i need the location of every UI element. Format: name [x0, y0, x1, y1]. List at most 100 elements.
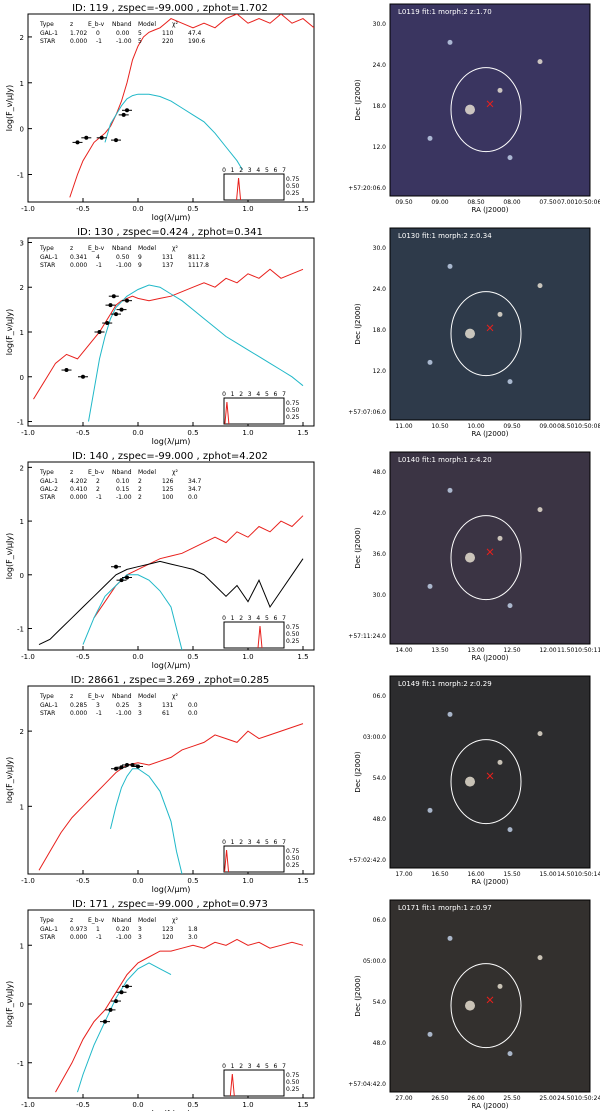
- pz-y-tick-label: 0.75: [286, 400, 300, 407]
- fit-table-header: E_b-v: [88, 245, 105, 252]
- stamp-image: [389, 451, 591, 645]
- fit-table-cell: 0.15: [116, 486, 130, 493]
- pz-x-tick-label: 7: [282, 839, 286, 846]
- fit-table-cell: 9: [138, 254, 142, 261]
- pz-x-tick-label: 1: [231, 1063, 235, 1070]
- stamp-x-tick: 08.50: [467, 199, 484, 206]
- fit-table-header: Type: [39, 245, 54, 252]
- photometry-point: [125, 298, 129, 303]
- fit-table-cell: STAR: [40, 934, 55, 941]
- stamp-y-tick: 48.0: [373, 469, 387, 476]
- y-axis-label: log(F_ν/μJy): [5, 981, 14, 1027]
- fit-table-cell: GAL-1: [40, 926, 58, 933]
- photometry-point: [75, 140, 80, 145]
- series-line-2: [88, 284, 304, 422]
- fit-table-header: z: [70, 917, 73, 924]
- pz-x-tick-label: 2: [239, 615, 243, 622]
- stamp-image: [389, 899, 591, 1093]
- pz-x-tick-label: 4: [256, 167, 260, 174]
- fit-table-cell: 34.7: [188, 486, 202, 493]
- series-line-2: [104, 93, 243, 171]
- pz-x-tick-label: 0: [222, 1063, 226, 1070]
- stamp-image: [389, 227, 591, 421]
- source-blob: [507, 603, 513, 609]
- pz-y-tick-label: 0.75: [286, 624, 300, 631]
- fit-table-cell: 100: [162, 494, 174, 501]
- fit-table-header: χ²: [172, 469, 178, 476]
- x-tick-label: 1.5: [297, 1101, 308, 1109]
- photometry-point: [114, 766, 118, 771]
- stamp-x-tick: 09.50: [503, 423, 520, 430]
- photometry-point: [64, 368, 69, 373]
- pz-x-tick-label: 4: [256, 839, 260, 846]
- fit-table-header: χ²: [172, 245, 178, 252]
- contour: [450, 963, 522, 1049]
- source-blob: [507, 155, 513, 161]
- fit-table-cell: 0.285: [70, 702, 87, 709]
- stamp-label: L0130 fit:1 morph:2 z:0.34: [398, 232, 492, 240]
- fit-table-cell: 61: [162, 710, 170, 717]
- pz-y-tick-label: 0.25: [286, 190, 300, 197]
- stamp-x-tick: 07.50: [539, 199, 556, 206]
- x-tick-label: -0.5: [76, 877, 90, 885]
- stamp-image: [389, 3, 591, 197]
- stamp-x-tick: 10.50: [431, 423, 448, 430]
- fit-table-cell: GAL-1: [40, 254, 58, 261]
- fit-table-cell: 34.7: [188, 478, 202, 485]
- fit-table-cell: 0.000: [70, 494, 87, 501]
- image-stamp-4: L0149 fit:1 morph:2 z:0.29 06.0 03:00.0 54.…: [348, 675, 600, 886]
- contour: [450, 67, 522, 153]
- pz-y-tick-label: 0.50: [286, 1079, 300, 1086]
- fit-table-cell: -1: [96, 262, 102, 269]
- fit-table-cell: GAL-1: [40, 30, 58, 37]
- x-tick-label: -1.0: [21, 205, 35, 213]
- stamp-y-tick: +57:07:06.0: [348, 409, 386, 416]
- fit-table-cell: 0.410: [70, 486, 87, 493]
- pz-peak: [224, 401, 230, 425]
- x-tick-label: 0.5: [187, 877, 198, 885]
- fit-table-header: E_b-v: [88, 21, 105, 28]
- stamp-x-tick: 12.50: [503, 647, 520, 654]
- x-tick-label: -0.5: [76, 1101, 90, 1109]
- stamp-y-tick: 54.0: [373, 999, 387, 1006]
- stamp-y-tick: 06.0: [373, 693, 387, 700]
- fit-table-header: z: [70, 245, 73, 252]
- chart-title: ID: 28661 , zspec=3.269 , zphot=0.285: [71, 675, 270, 686]
- photometry-point: [121, 112, 126, 117]
- image-stamp-5: L0171 fit:1 morph:1 z:0.97 06.0 05:00.0 54.…: [348, 899, 600, 1110]
- fit-table-cell: 1: [96, 926, 100, 933]
- source-blob: [465, 776, 475, 787]
- fit-table-cell: 110: [162, 30, 174, 37]
- fit-table-header: Nband: [112, 693, 132, 700]
- stamp-y-tick: 30.0: [373, 592, 387, 599]
- fit-table-header: Type: [39, 693, 54, 700]
- photometry-point: [111, 294, 116, 299]
- stamp-y-tick: 54.0: [373, 775, 387, 782]
- photometry-point: [119, 765, 124, 770]
- x-tick-label: -1.0: [21, 1101, 35, 1109]
- pz-x-tick-label: 3: [248, 1063, 252, 1070]
- fit-table-cell: 0.973: [70, 926, 87, 933]
- y-tick-label: 1: [20, 80, 24, 88]
- plot-frame: [27, 685, 315, 875]
- stamp-x-tick: 14.5010:50:14.00: [557, 871, 600, 878]
- fit-table-header: χ²: [172, 693, 178, 700]
- y-axis-label: log(F_ν/μJy): [5, 533, 14, 579]
- fit-table-cell: -1.00: [116, 262, 132, 269]
- plot-frame: [27, 909, 315, 1099]
- x-axis-label: log(λ/μm): [152, 213, 191, 222]
- source-blob: [497, 311, 503, 317]
- fit-table-cell: 137: [162, 262, 174, 269]
- contour: [450, 291, 522, 377]
- pz-x-tick-label: 6: [274, 167, 278, 174]
- pz-inset: [223, 173, 285, 201]
- series-line-2: [38, 558, 304, 646]
- fit-table-cell: GAL-2: [40, 486, 58, 493]
- fit-table-header: Type: [39, 469, 54, 476]
- pz-x-tick-label: 3: [248, 391, 252, 398]
- stamp-x-tick: 08.5010:50:08.00: [557, 423, 600, 430]
- pz-x-tick-label: 7: [282, 615, 286, 622]
- fit-table-cell: 3: [96, 702, 100, 709]
- fit-table-header: z: [70, 21, 73, 28]
